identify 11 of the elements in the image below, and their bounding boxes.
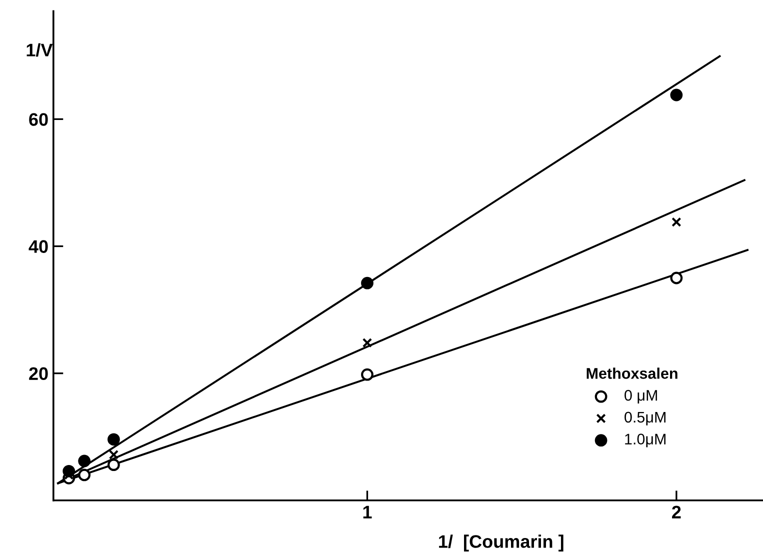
x-tick-label: 2 (672, 506, 681, 518)
legend-label: 0.5μM (624, 412, 666, 426)
x-axis-title: 1/ [Coumarin ] (439, 534, 564, 552)
legend-label: 1.0μM (625, 434, 666, 448)
y-axis-title: 1/V (26, 43, 53, 57)
legend-label: 0 μM (624, 390, 657, 404)
x-tick-label: 1 (363, 506, 372, 518)
legend-title: Methoxsalen (586, 368, 678, 379)
y-tick-label: 40 (28, 240, 48, 253)
y-tick-label: 20 (29, 367, 48, 380)
y-tick-label: 60 (29, 113, 48, 126)
